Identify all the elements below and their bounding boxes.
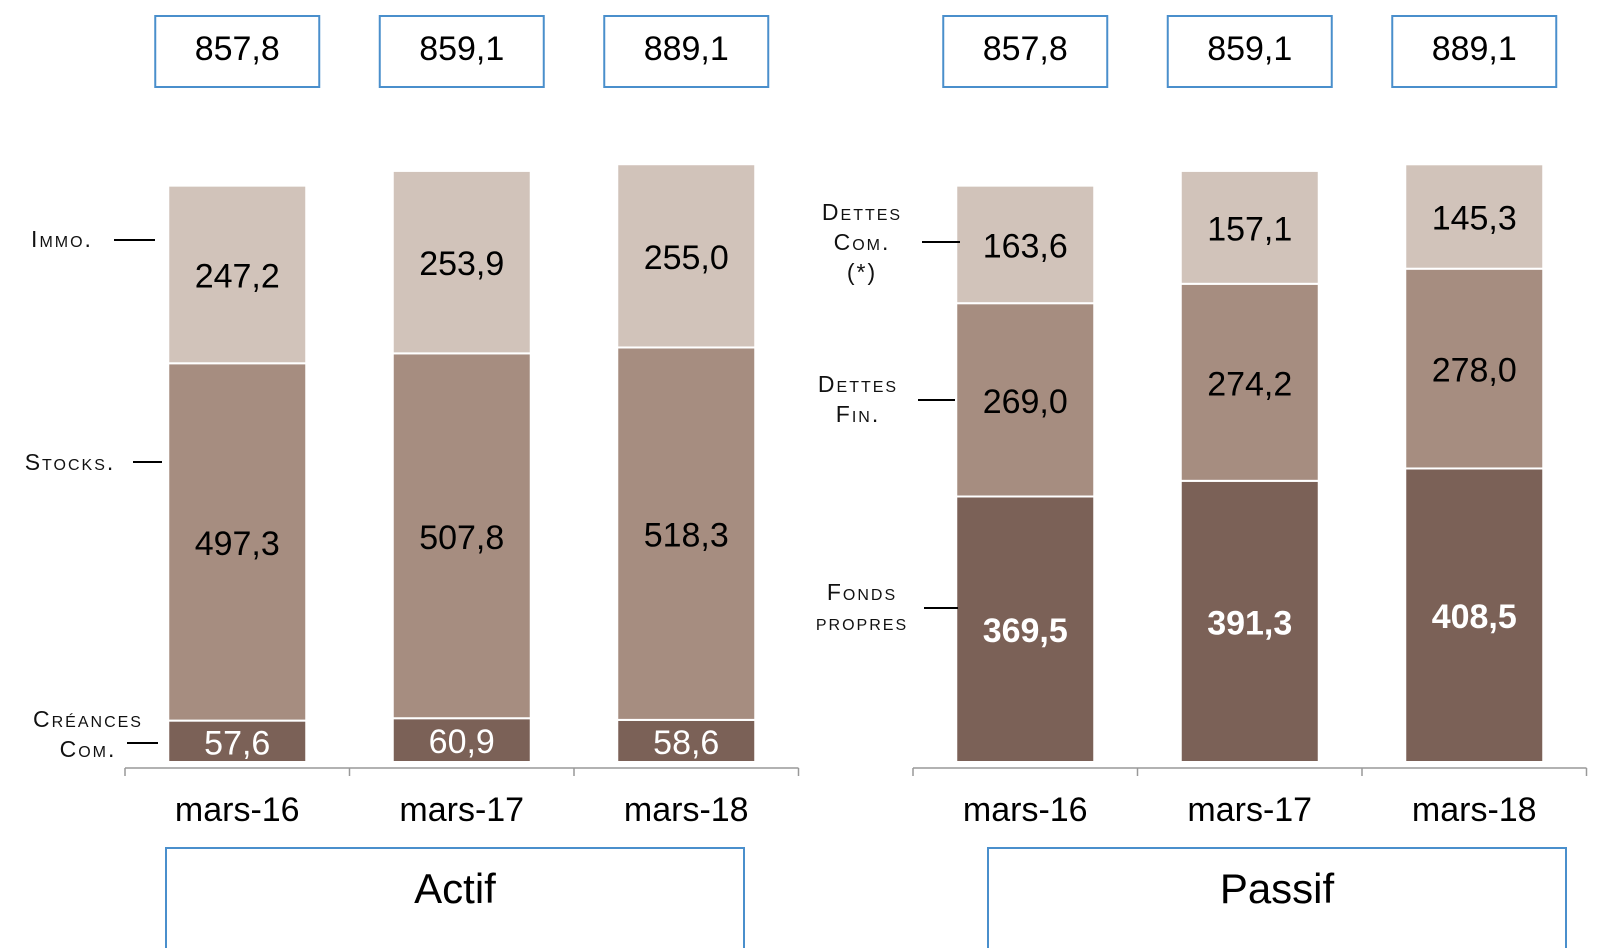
- value-label: 247,2: [195, 257, 280, 295]
- total-label: 857,8: [983, 30, 1068, 68]
- bar-segment: [1404, 163, 1545, 270]
- value-label: 269,0: [983, 383, 1068, 421]
- value-label: 58,6: [653, 724, 719, 762]
- x-tick-label: mars-18: [624, 791, 749, 829]
- total-box: [1166, 15, 1333, 88]
- total-label: 889,1: [1432, 30, 1517, 68]
- value-label: 391,3: [1207, 604, 1292, 642]
- value-label: 60,9: [429, 723, 495, 761]
- value-label: 163,6: [983, 227, 1068, 265]
- value-label: 518,3: [644, 517, 729, 555]
- bar-segment: [1179, 479, 1320, 763]
- value-label: 408,5: [1432, 598, 1517, 636]
- chart-title: Passif: [1220, 865, 1335, 912]
- value-label: 255,0: [644, 239, 729, 277]
- total-label: 889,1: [644, 30, 729, 68]
- x-tick-label: mars-17: [399, 791, 524, 829]
- chart-title: Actif: [414, 865, 496, 912]
- bar-segment: [955, 495, 1096, 763]
- legend-label: Dettes Com.(*): [821, 199, 903, 285]
- value-label: 278,0: [1432, 352, 1517, 390]
- title-box: [987, 847, 1567, 948]
- value-label: 274,2: [1207, 365, 1292, 403]
- bar-segment: [955, 302, 1096, 498]
- bar-segment: [167, 719, 308, 763]
- bar-segment: [1179, 169, 1320, 285]
- total-box: [154, 15, 321, 88]
- bar-segment: [167, 184, 308, 365]
- legend-label: Dettes Fin.: [817, 371, 899, 427]
- total-label: 857,8: [195, 30, 280, 68]
- value-label: 57,6: [204, 724, 270, 762]
- total-box: [942, 15, 1109, 88]
- bar-segment: [1404, 467, 1545, 763]
- bar-segment: [391, 352, 532, 720]
- value-label: 253,9: [419, 245, 504, 283]
- total-box: [1391, 15, 1558, 88]
- bar-segment: [616, 346, 757, 721]
- bar-segment: [391, 169, 532, 355]
- legend-label: Stocks.: [24, 449, 116, 475]
- x-tick-label: mars-18: [1412, 791, 1537, 829]
- bar-segment: [616, 163, 757, 349]
- x-tick-label: mars-16: [175, 791, 300, 829]
- total-box: [603, 15, 770, 88]
- total-box: [378, 15, 545, 88]
- bar-segment: [616, 718, 757, 763]
- value-label: 157,1: [1207, 210, 1292, 248]
- bar-segment: [1404, 267, 1545, 470]
- value-label: 497,3: [195, 525, 280, 563]
- value-label: 507,8: [419, 519, 504, 557]
- total-label: 859,1: [1207, 30, 1292, 68]
- value-label: 145,3: [1432, 199, 1517, 237]
- x-tick-label: mars-16: [963, 791, 1088, 829]
- title-box: [165, 847, 745, 948]
- legend-label: Fonds propres: [815, 579, 909, 635]
- value-label: 369,5: [983, 612, 1068, 650]
- bar-segment: [1179, 282, 1320, 482]
- total-label: 859,1: [419, 30, 504, 68]
- legend-label: Créances Com.: [33, 706, 143, 762]
- x-tick-label: mars-17: [1187, 791, 1312, 829]
- legend-label: Immo.: [31, 226, 93, 252]
- bar-segment: [955, 184, 1096, 305]
